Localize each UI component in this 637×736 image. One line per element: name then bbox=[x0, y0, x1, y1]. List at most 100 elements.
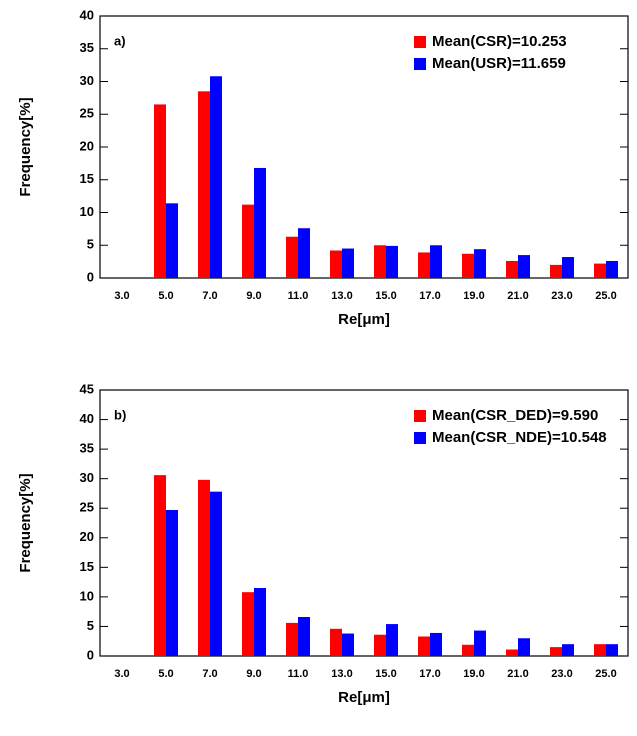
bar bbox=[518, 638, 530, 656]
x-tick-label: 13.0 bbox=[331, 290, 352, 302]
legend-swatch bbox=[414, 432, 426, 444]
y-tick-label: 45 bbox=[80, 381, 94, 396]
bar bbox=[474, 249, 486, 278]
bar bbox=[386, 245, 398, 278]
bar bbox=[198, 91, 210, 278]
y-tick-label: 15 bbox=[80, 559, 94, 574]
x-tick-label: 11.0 bbox=[288, 290, 309, 302]
bar bbox=[462, 253, 474, 278]
y-tick-label: 25 bbox=[80, 106, 94, 121]
x-tick-label: 13.0 bbox=[331, 668, 352, 680]
x-tick-label: 11.0 bbox=[288, 668, 309, 680]
bar bbox=[594, 644, 606, 656]
bar bbox=[254, 167, 266, 278]
bar bbox=[154, 104, 166, 278]
bar bbox=[562, 644, 574, 656]
x-tick-label: 19.0 bbox=[463, 668, 484, 680]
y-tick-label: 15 bbox=[80, 171, 94, 186]
panel-label: a) bbox=[114, 33, 126, 48]
y-tick-label: 35 bbox=[80, 40, 94, 55]
y-tick-label: 30 bbox=[80, 470, 94, 485]
bar bbox=[518, 255, 530, 278]
bar bbox=[386, 624, 398, 656]
bar bbox=[286, 236, 298, 278]
x-tick-label: 9.0 bbox=[246, 668, 261, 680]
bar bbox=[166, 203, 178, 278]
bar bbox=[242, 204, 254, 278]
bar bbox=[330, 628, 342, 656]
y-tick-label: 40 bbox=[80, 7, 94, 22]
x-tick-label: 9.0 bbox=[246, 290, 261, 302]
bar bbox=[166, 509, 178, 656]
bar bbox=[430, 245, 442, 278]
bar bbox=[342, 248, 354, 278]
legend-label: Mean(CSR)=10.253 bbox=[432, 33, 567, 50]
panel-label: b) bbox=[114, 407, 126, 422]
plot-frame bbox=[99, 389, 629, 657]
bar bbox=[462, 644, 474, 656]
bar bbox=[298, 228, 310, 278]
x-tick-label: 15.0 bbox=[375, 290, 396, 302]
bar bbox=[562, 257, 574, 278]
y-tick-label: 25 bbox=[80, 500, 94, 515]
bar bbox=[342, 633, 354, 656]
bar bbox=[210, 491, 222, 656]
x-tick-label: 25.0 bbox=[595, 668, 616, 680]
legend-swatch bbox=[414, 410, 426, 422]
y-tick-label: 10 bbox=[80, 588, 94, 603]
y-tick-label: 5 bbox=[87, 618, 94, 633]
x-tick-label: 5.0 bbox=[158, 290, 173, 302]
legend-label: Mean(CSR_NDE)=10.548 bbox=[432, 429, 607, 446]
x-tick-label: 3.0 bbox=[114, 668, 129, 680]
bar bbox=[210, 76, 222, 278]
x-tick-label: 15.0 bbox=[375, 668, 396, 680]
x-axis-label: Re[μm] bbox=[338, 311, 390, 328]
bar bbox=[606, 260, 618, 278]
bar bbox=[254, 588, 266, 656]
x-tick-label: 21.0 bbox=[507, 290, 528, 302]
x-axis-label: Re[μm] bbox=[338, 689, 390, 706]
bar bbox=[506, 649, 518, 656]
x-tick-label: 5.0 bbox=[158, 668, 173, 680]
x-tick-label: 23.0 bbox=[551, 290, 572, 302]
legend-label: Mean(CSR_DED)=9.590 bbox=[432, 407, 598, 424]
y-tick-label: 0 bbox=[87, 647, 94, 662]
x-tick-label: 19.0 bbox=[463, 290, 484, 302]
bar bbox=[418, 636, 430, 656]
bar bbox=[242, 592, 254, 656]
bar bbox=[154, 475, 166, 656]
bar bbox=[594, 263, 606, 278]
bar bbox=[474, 630, 486, 656]
bar bbox=[374, 634, 386, 656]
y-tick-label: 20 bbox=[80, 138, 94, 153]
bar bbox=[550, 647, 562, 656]
y-tick-label: 5 bbox=[87, 237, 94, 252]
legend-swatch bbox=[414, 36, 426, 48]
x-tick-label: 7.0 bbox=[202, 290, 217, 302]
y-tick-label: 35 bbox=[80, 441, 94, 456]
bar bbox=[198, 479, 210, 656]
y-axis-label: Frequency[%] bbox=[17, 97, 34, 196]
bar bbox=[550, 264, 562, 278]
y-tick-label: 30 bbox=[80, 73, 94, 88]
bar bbox=[430, 632, 442, 656]
y-axis-label: Frequency[%] bbox=[17, 473, 34, 572]
legend-swatch bbox=[414, 58, 426, 70]
y-tick-label: 40 bbox=[80, 411, 94, 426]
x-tick-label: 23.0 bbox=[551, 668, 572, 680]
x-tick-label: 17.0 bbox=[419, 290, 440, 302]
bar bbox=[418, 252, 430, 278]
bar bbox=[374, 245, 386, 278]
bar bbox=[606, 644, 618, 656]
y-tick-label: 10 bbox=[80, 204, 94, 219]
x-tick-label: 7.0 bbox=[202, 668, 217, 680]
bar bbox=[506, 260, 518, 278]
x-tick-label: 25.0 bbox=[595, 290, 616, 302]
x-tick-label: 3.0 bbox=[114, 290, 129, 302]
bar bbox=[330, 250, 342, 278]
x-tick-label: 21.0 bbox=[507, 668, 528, 680]
bar bbox=[286, 622, 298, 656]
y-tick-label: 20 bbox=[80, 529, 94, 544]
bar bbox=[298, 616, 310, 656]
